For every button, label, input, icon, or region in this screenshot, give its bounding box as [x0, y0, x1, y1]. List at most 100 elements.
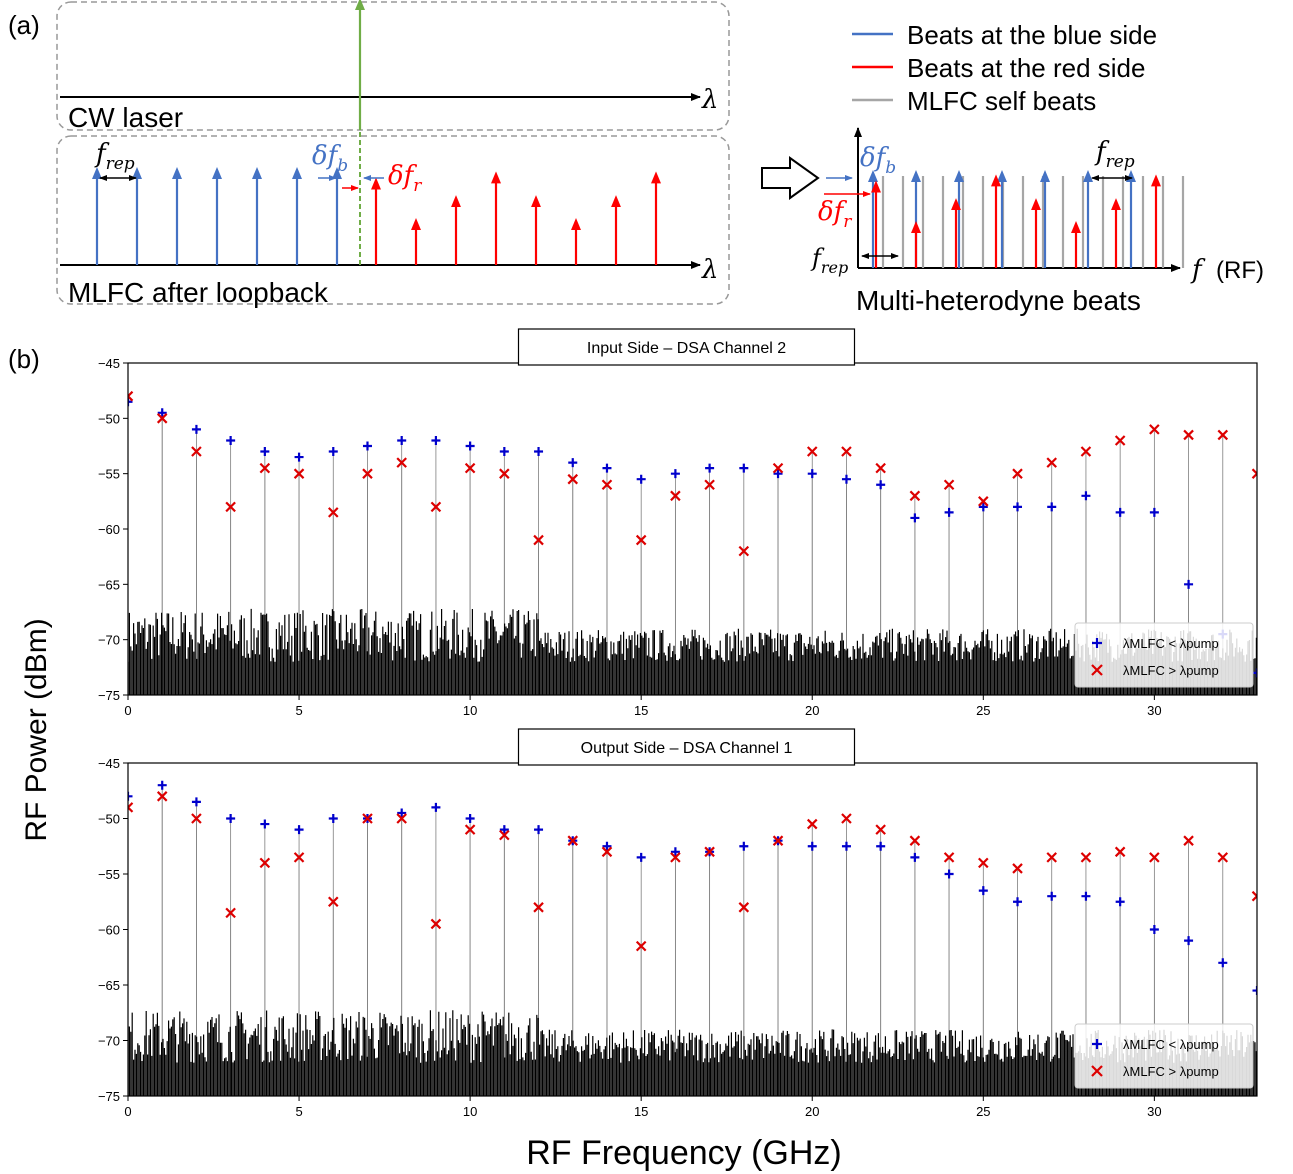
- chart-title: Input Side – DSA Channel 2: [587, 340, 786, 357]
- data-point: [909, 490, 921, 502]
- data-point: [534, 447, 544, 457]
- x-tick-label: 10: [463, 703, 477, 718]
- transform-arrow-icon: [761, 156, 820, 200]
- legend-entry: λMLFC > λpump: [1123, 663, 1219, 678]
- data-point: [128, 390, 134, 402]
- data-point: [1080, 852, 1092, 863]
- data-point: [978, 496, 989, 507]
- data-point: [568, 458, 578, 468]
- data-point: [396, 813, 407, 824]
- data-point: [128, 791, 133, 801]
- data-point: [1046, 852, 1058, 863]
- data-point: [705, 463, 715, 473]
- rf-frep-label: frep: [1094, 137, 1135, 172]
- panel-label-b: (b): [8, 344, 40, 374]
- legend-blue-text: Beats at the blue side: [907, 20, 1157, 50]
- data-point: [156, 413, 168, 424]
- cw-laser-box: [56, 1, 730, 131]
- data-point: [1047, 891, 1057, 901]
- rf-unit-label: (RF): [1216, 257, 1264, 284]
- data-point: [602, 463, 612, 473]
- data-point: [636, 852, 646, 862]
- y-axis-label: RF Power (dBm): [20, 618, 53, 841]
- data-point: [567, 473, 579, 485]
- data-point: [1081, 491, 1091, 501]
- data-point: [841, 813, 852, 824]
- rf-f-label: f: [1190, 255, 1206, 285]
- data-point: [772, 835, 784, 846]
- data-point: [738, 545, 750, 557]
- data-point: [806, 446, 818, 457]
- data-point: [1184, 579, 1194, 589]
- y-tick-label: −50: [98, 411, 120, 426]
- data-point: [1115, 897, 1125, 907]
- data-point: [534, 825, 544, 835]
- panel-a-schematic: (a) λ CW laser λ MLFC after loopback fre…: [8, 0, 1264, 316]
- rf-frep-low-label: frep: [810, 244, 848, 277]
- rf-beat-lines: [868, 170, 1185, 268]
- data-point: [1183, 835, 1194, 846]
- data-point: [260, 447, 270, 457]
- data-point: [499, 468, 510, 479]
- data-point: [773, 469, 783, 479]
- x-tick-label: 15: [634, 703, 648, 718]
- data-point: [704, 479, 715, 491]
- legend-marker: [1091, 664, 1103, 676]
- data-point: [464, 824, 476, 835]
- data-point: [772, 462, 784, 474]
- data-point: [1184, 936, 1194, 946]
- y-tick-label: −75: [98, 688, 120, 703]
- data-point: [259, 857, 271, 869]
- data-point: [397, 435, 407, 445]
- data-point: [806, 818, 818, 830]
- data-point: [294, 452, 304, 462]
- mlfc-lambda-label: λ: [701, 255, 718, 285]
- cw-lambda-label: λ: [701, 85, 718, 115]
- y-tick-label: −65: [98, 978, 120, 993]
- data-point: [636, 474, 646, 484]
- rf-delta-fr-label: δfr: [818, 197, 852, 232]
- data-point: [978, 502, 988, 512]
- data-point: [807, 469, 817, 479]
- data-point: [1217, 852, 1229, 863]
- data-point: [260, 819, 270, 829]
- data-point: [1149, 424, 1160, 435]
- delta-fr-label: δfr: [388, 161, 422, 196]
- data-point: [1218, 958, 1228, 968]
- data-point: [1252, 986, 1257, 996]
- data-point: [293, 468, 305, 479]
- data-point: [225, 907, 236, 919]
- data-point: [601, 846, 613, 858]
- data-point: [1012, 863, 1023, 874]
- x-tick-label: 0: [124, 1104, 131, 1119]
- data-point: [738, 902, 750, 913]
- schematic-legend: Beats at the blue side Beats at the red …: [852, 20, 1157, 116]
- frep-label: frep: [94, 139, 135, 174]
- data-point: [397, 808, 407, 818]
- legend-gray-text: MLFC self beats: [907, 86, 1096, 116]
- data-point: [327, 896, 339, 908]
- data-point: [533, 902, 544, 913]
- data-point: [327, 507, 339, 518]
- mlfc-box: [56, 135, 730, 305]
- data-point: [191, 797, 201, 807]
- data-point: [191, 424, 201, 434]
- chart-title-box: [517, 328, 856, 366]
- data-point: [876, 841, 886, 851]
- legend-entry: λMLFC < λpump: [1123, 636, 1219, 651]
- data-point: [1251, 890, 1257, 902]
- data-point: [739, 841, 749, 851]
- data-point: [1047, 502, 1057, 512]
- legend-marker: [1092, 638, 1102, 648]
- data-point: [601, 479, 613, 491]
- chart-output-side: −45 −50 −55 −60 −65 −70 −75 0 5 10 15 20 25 30 Output …: [98, 728, 1258, 1119]
- data-point: [1013, 502, 1023, 512]
- chart-title-box: [517, 728, 856, 766]
- data-point: [1251, 468, 1257, 479]
- x-tick-label: 5: [295, 703, 302, 718]
- data-point: [944, 869, 954, 879]
- x-tick-label: 5: [295, 1104, 302, 1119]
- data-point: [1149, 852, 1160, 863]
- data-point: [1046, 457, 1058, 468]
- data-point: [841, 474, 851, 484]
